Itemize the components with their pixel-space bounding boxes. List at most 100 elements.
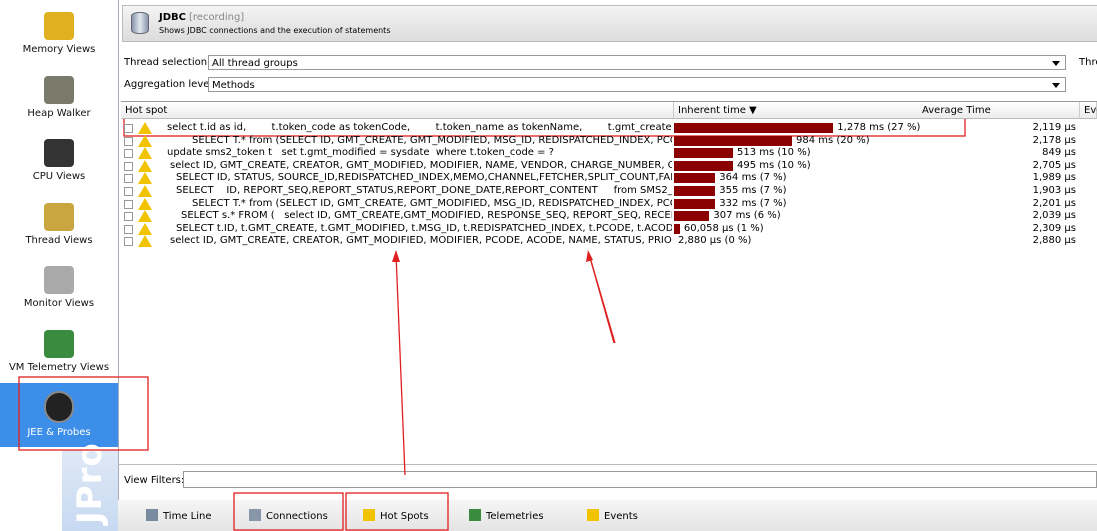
tab-label: Time Line: [163, 511, 212, 522]
inherent-time: 307 ms (6 %): [713, 210, 781, 222]
time-bar: [674, 148, 733, 159]
sidebar-icon: [44, 75, 74, 104]
column-header[interactable]: Hot spot: [121, 102, 674, 119]
sidebar-label: Memory Views: [22, 44, 96, 55]
sidebar-icon: [44, 12, 74, 40]
filter-input[interactable]: [183, 471, 1097, 488]
expand-toggle[interactable]: [124, 136, 133, 146]
expand-toggle[interactable]: [124, 187, 133, 196]
dropdown[interactable]: Methods: [208, 77, 1066, 92]
average-time: 1,989 µs: [1032, 172, 1076, 184]
label: Thre: [1079, 57, 1097, 68]
inherent-time: 364 ms (7 %): [719, 172, 787, 184]
sidebar-icon: [44, 391, 74, 423]
time-bar: [674, 211, 710, 222]
warning-icon: [138, 134, 152, 147]
query-text: SELECT T.* from (SELECT ID, GMT_CREATE, …: [192, 197, 672, 209]
warning-icon: [138, 122, 152, 134]
expand-toggle[interactable]: [124, 124, 133, 133]
view-header: JDBC [recording] Shows JDBC connections …: [122, 5, 1097, 42]
warning-icon: [138, 197, 152, 210]
time-bar: [674, 160, 733, 171]
inherent-time: 513 ms (10 %): [737, 147, 811, 159]
view-status: [recording]: [189, 12, 245, 23]
expand-toggle[interactable]: [124, 212, 133, 222]
expand-toggle[interactable]: [124, 149, 133, 159]
sidebar-label: Monitor Views: [23, 298, 95, 309]
query-text: SELECT ID, STATUS, SOURCE_ID,REDISPATCHE…: [176, 172, 672, 184]
average-time: 2,039 µs: [1032, 210, 1076, 222]
average-time: 849 µs: [1042, 147, 1076, 159]
sidebar-label: CPU Views: [32, 171, 86, 182]
watermark: JPro: [62, 442, 118, 531]
sidebar-item[interactable]: Thread Views: [0, 195, 118, 259]
time-bar: [674, 123, 834, 133]
database-icon: [131, 12, 149, 34]
expand-toggle[interactable]: [124, 237, 133, 247]
sidebar-item[interactable]: Memory Views: [0, 4, 118, 68]
expand-toggle[interactable]: [124, 174, 133, 184]
sidebar-item[interactable]: VM Telemetry Views: [0, 322, 118, 386]
average-time: 2,178 µs: [1032, 134, 1076, 146]
sidebar-icon: [44, 329, 74, 358]
warning-icon: [138, 235, 152, 248]
sidebar-icon: [44, 139, 74, 167]
inherent-time: 1,278 ms (27 %): [837, 122, 921, 133]
average-time: 2,119 µs: [1032, 122, 1076, 133]
warning-icon: [138, 147, 152, 160]
warning-icon: [138, 210, 152, 223]
tab-icon: [249, 509, 261, 521]
hot-spot-table: [121, 101, 1097, 464]
tab[interactable]: Time Line: [146, 509, 212, 522]
tab-label: Telemetries: [486, 511, 544, 522]
tab-label: Events: [604, 511, 638, 522]
tab[interactable]: Hot Spots: [363, 509, 429, 522]
tab[interactable]: Connections: [249, 509, 328, 522]
tab[interactable]: Events: [587, 509, 638, 522]
query-text: select ID, GMT_CREATE, CREATOR, GMT_MODI…: [170, 235, 672, 247]
tab[interactable]: Telemetries: [469, 509, 544, 522]
sidebar-icon: [44, 202, 74, 231]
query-text: SELECT T.* from (SELECT ID, GMT_CREATE, …: [192, 134, 672, 146]
label: Thread selection:: [124, 57, 211, 68]
average-time: 2,705 µs: [1032, 159, 1076, 171]
column-header[interactable]: Average Time: [918, 102, 1080, 119]
time-bar: [674, 186, 716, 196]
sidebar-label: VM Telemetry Views: [8, 361, 110, 373]
column-header[interactable]: Eve: [1080, 102, 1097, 119]
time-bar: [674, 173, 716, 184]
label: Aggregation level:: [124, 79, 216, 90]
sidebar-label: JEE & Probes: [27, 427, 91, 438]
sidebar-item[interactable]: JEE & Probes: [0, 383, 118, 447]
inherent-time: 495 ms (10 %): [737, 159, 811, 171]
sidebar-item[interactable]: Heap Walker: [0, 68, 118, 132]
sidebar-icon: [44, 266, 74, 294]
view-title: JDBC: [159, 12, 186, 23]
average-time: 1,903 µs: [1032, 185, 1076, 196]
label: View Filters:: [124, 475, 185, 486]
tab-label: Hot Spots: [380, 511, 429, 522]
warning-icon: [138, 222, 152, 235]
expand-toggle[interactable]: [124, 161, 133, 171]
time-bar: [674, 198, 716, 209]
watermark-text: JPro: [70, 442, 110, 524]
sidebar-item[interactable]: Monitor Views: [0, 258, 118, 322]
expand-toggle[interactable]: [124, 199, 133, 209]
query-text: select t.id as id, t.token_code as token…: [167, 122, 672, 133]
time-bar: [674, 135, 792, 146]
expand-toggle[interactable]: [124, 224, 133, 234]
warning-icon: [138, 172, 152, 185]
column-header[interactable]: Inherent time ▼: [674, 102, 919, 119]
dropdown[interactable]: All thread groups: [208, 55, 1066, 70]
tab-icon: [146, 509, 158, 521]
query-text: select ID, GMT_CREATE, CREATOR, GMT_MODI…: [170, 159, 672, 171]
query-text: SELECT s.* FROM ( select ID, GMT_CREATE,…: [181, 210, 672, 222]
time-bar: [674, 223, 680, 234]
average-time: 2,201 µs: [1032, 197, 1076, 209]
inherent-time: 332 ms (7 %): [719, 197, 787, 209]
tab-label: Connections: [266, 511, 328, 522]
query-text: SELECT t.ID, t.GMT_CREATE, t.GMT_MODIFIE…: [176, 222, 672, 234]
inherent-time: 984 ms (20 %): [796, 134, 870, 146]
sidebar-item[interactable]: CPU Views: [0, 131, 118, 195]
separator: [118, 464, 1097, 465]
